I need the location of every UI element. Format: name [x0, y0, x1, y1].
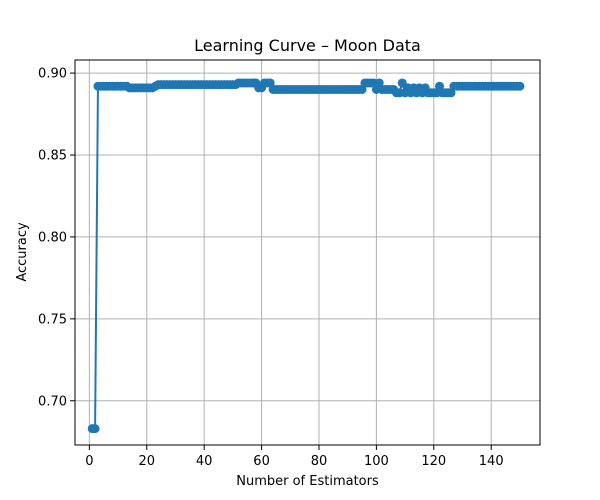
x-tick-label: 20 — [138, 454, 155, 469]
y-tick-label: 0.90 — [38, 67, 67, 82]
x-tick-label: 60 — [253, 454, 270, 469]
y-tick-label: 0.70 — [38, 394, 67, 409]
y-axis-label: Accuracy — [15, 222, 30, 282]
x-tick-label: 140 — [479, 454, 504, 469]
x-axis-label: Number of Estimators — [236, 474, 379, 489]
y-tick-label: 0.85 — [38, 149, 67, 164]
x-tick-label: 100 — [364, 454, 389, 469]
x-axis-ticks: 0 20 40 60 80 100 120 140 — [85, 445, 504, 469]
plot-frame — [74, 59, 541, 446]
series-group — [87, 78, 525, 434]
grid-lines — [75, 60, 540, 445]
y-axis-ticks: 0.70 0.75 0.80 0.85 0.90 — [38, 67, 75, 409]
data-point — [90, 424, 100, 434]
x-tick-label: 120 — [421, 454, 446, 469]
x-tick-label: 40 — [196, 454, 213, 469]
x-tick-label: 0 — [85, 454, 93, 469]
x-tick-label: 80 — [311, 454, 328, 469]
chart-title: Learning Curve – Moon Data — [194, 36, 421, 55]
y-tick-label: 0.80 — [38, 230, 67, 245]
data-point — [515, 81, 525, 91]
y-tick-label: 0.75 — [38, 312, 67, 327]
